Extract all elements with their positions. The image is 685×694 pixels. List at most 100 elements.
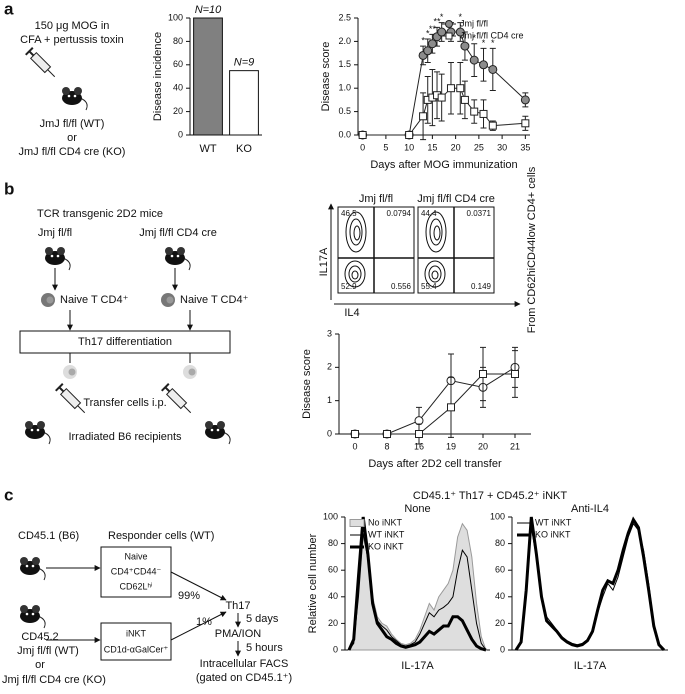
arrow <box>170 571 227 601</box>
legend-label: KO iNKT <box>368 541 404 551</box>
chart-title: None <box>404 503 430 515</box>
marker <box>351 430 359 438</box>
mouse-icon <box>24 420 51 445</box>
step-text: 5 days <box>246 613 279 625</box>
histogram-title: CD45.1⁺ Th17 + CD45.2⁺ iNKT <box>413 490 567 502</box>
flow-title: Jmj fl/fl CD4 cre <box>417 193 495 205</box>
marker <box>446 84 455 93</box>
responder-text: Responder cells (WT) <box>108 530 214 542</box>
x-tick-label: 15 <box>427 142 437 152</box>
panel-label: c <box>4 485 13 504</box>
series-line <box>362 31 526 136</box>
quadrant-value: 0.556 <box>391 282 412 291</box>
genotype-text: JmJ fl/fl CD4 cre (KO) <box>19 146 126 158</box>
significance: ** <box>429 24 437 34</box>
cell-text: CD1d-αGalCer⁺ <box>104 644 169 654</box>
series-line <box>355 366 516 435</box>
gate-label: From CD62hiCD44low CD4+ cells <box>526 166 538 333</box>
donor-text: Jmj fl/fl (WT) <box>17 645 79 657</box>
mouse-icon <box>204 420 231 445</box>
marker <box>415 430 423 438</box>
legend-label: WT iNKT <box>368 529 405 539</box>
significance: ** <box>434 17 442 27</box>
cell-text: CD4⁺CD44⁻ <box>111 566 162 576</box>
y-tick-label: 20 <box>328 618 338 628</box>
step-text: PMA/ION <box>215 628 262 640</box>
marker <box>488 64 498 74</box>
marker <box>479 60 489 70</box>
bar-annotation: N=10 <box>195 4 222 16</box>
protocol-text: CFA + pertussis toxin <box>20 34 124 46</box>
y-tick-label: 0.0 <box>338 129 351 139</box>
cell-icon <box>183 365 197 379</box>
x-tick-label: 10 <box>404 142 414 152</box>
y-tick-label: 80 <box>173 36 183 46</box>
genotype-text: JmJ fl/fl (WT) <box>40 118 105 130</box>
quadrant-value: 44.4 <box>421 209 437 218</box>
strain-text: Jmj fl/fl CD4 cre <box>139 227 217 239</box>
y-tick-label: 3 <box>327 328 332 338</box>
quadrant-value: 55.4 <box>421 282 437 291</box>
bar-annotation: N=9 <box>234 57 255 69</box>
y-tick-label: 1.0 <box>338 83 351 93</box>
x-axis-label: Days after 2D2 cell transfer <box>368 458 502 470</box>
y-tick-label: 80 <box>495 538 505 548</box>
legend-swatch <box>349 519 365 527</box>
marker <box>479 109 488 118</box>
step-box <box>19 330 231 354</box>
marker <box>469 55 479 65</box>
quadrant-value: 0.0794 <box>387 209 412 218</box>
mouse-icon <box>164 246 191 271</box>
series-line <box>355 373 515 435</box>
cell-text: CD62Lʰⁱ <box>119 581 152 591</box>
y-tick-label: 0 <box>500 644 505 654</box>
step-text: (gated on CD45.1⁺) <box>196 672 292 684</box>
y-tick-label: 40 <box>173 83 183 93</box>
significance: * <box>421 35 425 45</box>
x-tick-label: KO <box>236 143 252 155</box>
genotype-text: or <box>67 132 77 144</box>
y-tick-label: 80 <box>328 538 338 548</box>
legend-label: KO iNKT <box>535 529 571 539</box>
x-axis-label: Days after MOG immunization <box>370 159 517 171</box>
legend-label: No iNKT <box>368 517 403 527</box>
marker <box>455 27 465 37</box>
cell-box <box>100 622 172 661</box>
panel-label: a <box>4 0 14 18</box>
y-tick-label: 0 <box>333 644 338 654</box>
axis-label: IL4 <box>344 307 359 319</box>
marker <box>383 430 391 438</box>
x-tick-label: 20 <box>451 142 461 152</box>
mouse-icon <box>19 556 46 581</box>
cell-text: Naive T CD4⁺ <box>60 294 129 306</box>
marker <box>460 95 469 104</box>
quadrant-value: 0.0371 <box>467 209 492 218</box>
y-tick-label: 2.5 <box>338 12 351 22</box>
marker <box>423 46 433 56</box>
mouse-icon <box>61 86 88 111</box>
marker <box>521 119 530 128</box>
legend-marker <box>445 32 453 40</box>
marker <box>470 107 479 116</box>
y-tick-label: 20 <box>495 618 505 628</box>
cell-icon <box>63 365 77 379</box>
y-tick-label: 60 <box>328 565 338 575</box>
flow-plots: Jmj fl/fl Jmj fl/fl CD4 cre 46.5 0.0794 … <box>318 166 538 333</box>
step-text: 5 hours <box>246 642 283 654</box>
y-tick-label: 100 <box>490 511 505 521</box>
significance: * <box>482 38 486 48</box>
y-tick-label: 20 <box>173 106 183 116</box>
marker <box>414 416 424 426</box>
y-tick-label: 1 <box>327 395 332 405</box>
marker <box>427 39 437 49</box>
significance: * <box>459 12 463 22</box>
y-tick-label: 1.5 <box>338 59 351 69</box>
y-tick-label: 100 <box>168 12 183 22</box>
marker <box>460 41 470 51</box>
y-tick-label: 2 <box>327 362 332 372</box>
quadrant-value: 52.9 <box>341 282 357 291</box>
x-tick-label: 5 <box>383 142 388 152</box>
y-tick-label: 60 <box>495 565 505 575</box>
y-axis-label: Disease score <box>320 42 332 112</box>
step-text: Irradiated B6 recipients <box>68 431 182 443</box>
